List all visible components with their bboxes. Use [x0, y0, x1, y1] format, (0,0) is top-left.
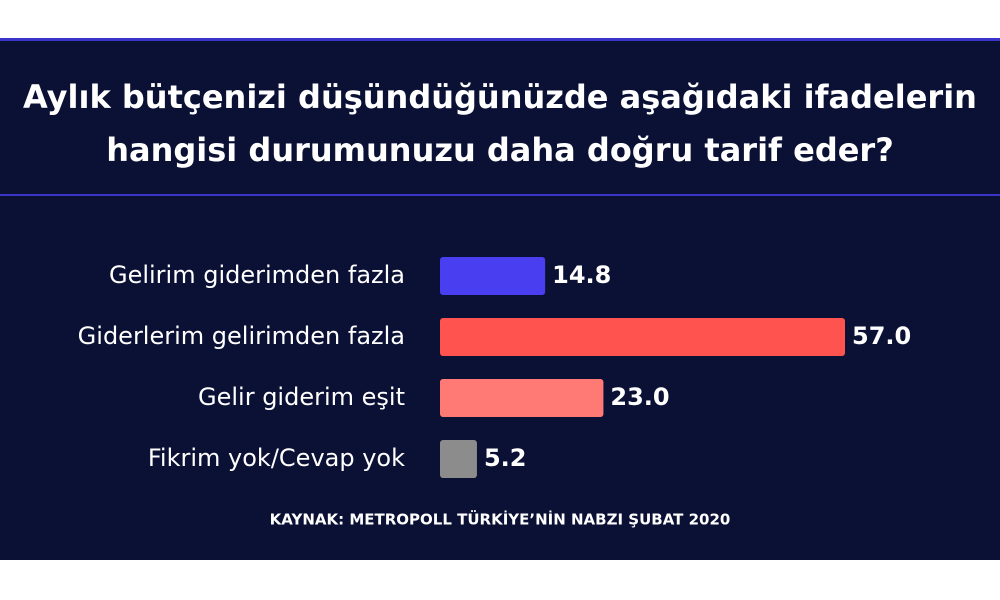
category-label: Gelir giderim eşit — [198, 383, 405, 411]
bar — [440, 379, 604, 417]
value-label: 14.8 — [552, 261, 611, 289]
bar — [440, 440, 477, 478]
category-label: Gelirim giderimden fazla — [109, 261, 405, 289]
separator — [0, 194, 1000, 196]
chart-panel: Aylık bütçenizi düşündüğünüzde aşağıdaki… — [0, 38, 1000, 560]
category-label: Fikrim yok/Cevap yok — [148, 444, 405, 472]
value-label: 57.0 — [852, 322, 911, 350]
chart-title: Aylık bütçenizi düşündüğünüzde aşağıdaki… — [23, 78, 977, 169]
value-label: 5.2 — [484, 444, 527, 472]
value-label: 23.0 — [610, 383, 669, 411]
source: KAYNAK: METROPOLL TÜRKİYE’NİN NABZI ŞUBA… — [270, 510, 731, 529]
category-label: Giderlerim gelirimden fazla — [78, 322, 405, 350]
bar — [440, 257, 546, 295]
bar — [440, 318, 845, 356]
